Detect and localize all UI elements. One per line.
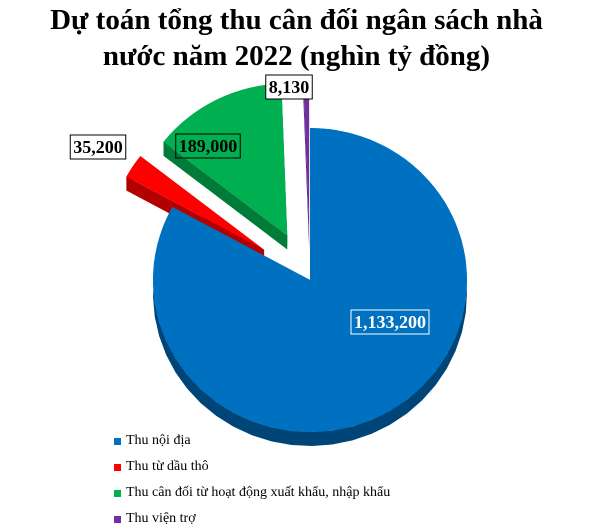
data-label: 35,200 [73, 137, 123, 157]
data-label: 1,133,200 [354, 312, 426, 332]
legend-swatch [114, 515, 121, 523]
pie-slice [303, 83, 310, 236]
legend-label: Thu viện trợ [126, 511, 196, 526]
data-label-box [69, 134, 127, 160]
data-label: 8,130 [269, 77, 310, 97]
pie-slice [126, 156, 265, 250]
legend-item: Thu cân đối từ hoạt động xuất khẩu, nhập… [114, 480, 390, 506]
legend-item: Thu từ dầu thô [114, 454, 390, 480]
pie-slice-side-wall [303, 83, 310, 250]
chart-title-line-2: nước năm 2022 (nghìn tỷ đồng) [102, 40, 491, 72]
legend-swatch [114, 437, 121, 445]
legend-label: Thu từ dầu thô [126, 459, 209, 474]
legend-item: Thu viện trợ [114, 506, 390, 532]
pie-slice-side-wall [163, 141, 288, 250]
pie-slice [153, 128, 468, 432]
legend-label: Thu cân đối từ hoạt động xuất khẩu, nhập… [126, 485, 391, 500]
chart-title-line-1: Dự toán tổng thu cân đối ngân sách nhà [50, 4, 543, 36]
legend-swatch [114, 463, 121, 471]
legend-item: Thu nội địa [114, 428, 390, 454]
data-label-box [350, 309, 430, 335]
pie-slice [163, 83, 288, 236]
chart-title: Dự toán tổng thu cân đối ngân sách nhà n… [0, 2, 593, 74]
legend-swatch [114, 489, 121, 497]
data-label-box [175, 133, 241, 159]
data-label-box [265, 74, 313, 100]
data-label: 189,000 [179, 136, 238, 156]
legend-label: Thu nội địa [126, 433, 191, 448]
legend: Thu nội địa Thu từ dầu thô Thu cân đối t… [114, 428, 390, 532]
